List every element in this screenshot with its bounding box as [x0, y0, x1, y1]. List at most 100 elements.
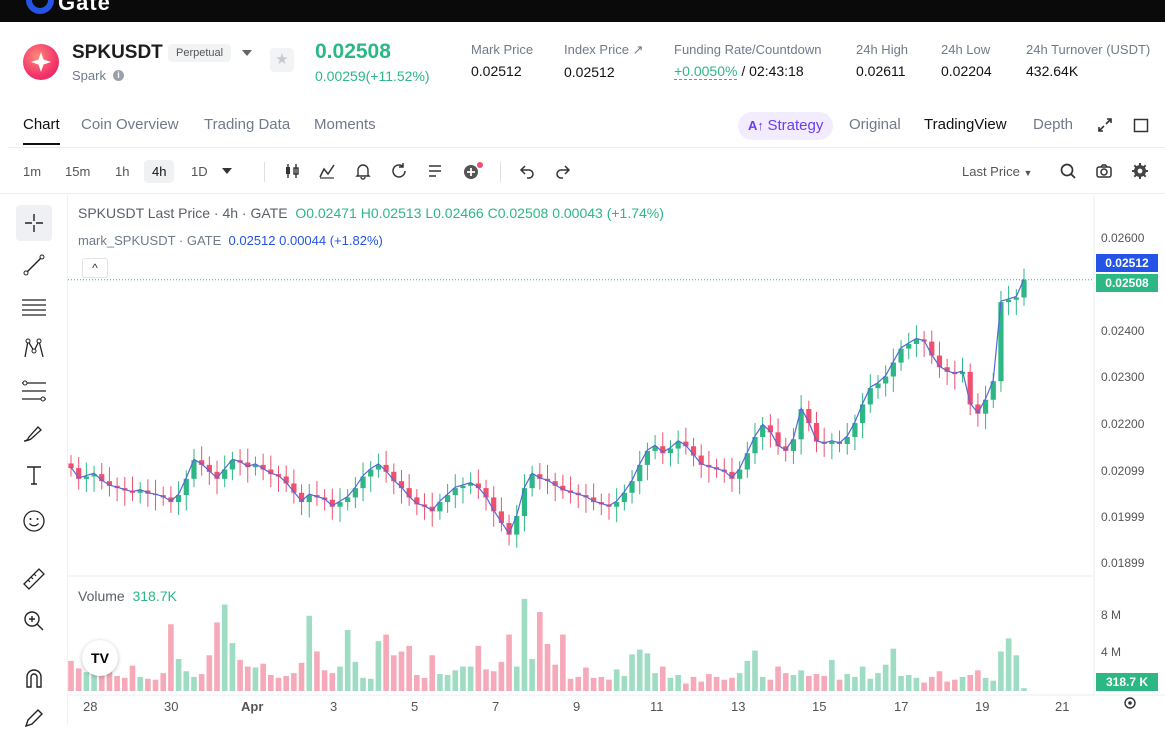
- trading-chart[interactable]: SPKUSDT Last Price · 4h · GATE O0.02471 …: [68, 195, 1165, 725]
- candle: [468, 483, 474, 486]
- candle: [637, 464, 643, 482]
- tab-tradingview[interactable]: TradingView: [924, 116, 1007, 133]
- candle: [667, 448, 674, 454]
- symbol-dropdown-icon[interactable]: [242, 50, 252, 56]
- volume-tag: 318.7 K: [1096, 673, 1158, 691]
- candle: [760, 425, 766, 437]
- volume-bar: [606, 679, 612, 691]
- symbol-title[interactable]: SPKUSDT: [72, 42, 163, 63]
- chart-settings-icon[interactable]: [1122, 695, 1138, 711]
- strategy-button[interactable]: A↑ Strategy: [738, 112, 834, 140]
- timeframe-1h[interactable]: 1h: [115, 164, 130, 179]
- candle: [429, 506, 435, 512]
- timeframe-dropdown-icon[interactable]: [220, 164, 234, 178]
- tab-moments[interactable]: Moments: [314, 116, 376, 133]
- volume-bar: [544, 644, 551, 691]
- favorite-star-icon[interactable]: ★: [270, 48, 294, 72]
- volume-bar: [613, 669, 620, 691]
- stat-label: 24h Low: [941, 42, 991, 57]
- magnet-icon: [26, 669, 42, 688]
- expand-icon[interactable]: [1097, 117, 1113, 133]
- tab-depth[interactable]: Depth: [1033, 116, 1074, 133]
- settings-gear-icon[interactable]: [1131, 162, 1149, 180]
- pencil-lock-icon: [24, 709, 43, 728]
- magnet-tool[interactable]: [16, 661, 52, 697]
- volume-bar: [537, 612, 543, 691]
- candle: [683, 441, 689, 447]
- volume-bar: [529, 659, 535, 691]
- stat-value: 0.02204: [941, 63, 992, 79]
- fib-tool[interactable]: [16, 373, 52, 409]
- candle: [629, 481, 635, 493]
- volume-bar: [575, 676, 582, 691]
- gate-logo-text[interactable]: Gate: [58, 0, 111, 15]
- zoom-tool[interactable]: [16, 603, 52, 639]
- candle: [175, 495, 182, 503]
- stat-label[interactable]: Funding Rate/Countdown: [674, 42, 822, 57]
- indicators-icon[interactable]: [318, 162, 336, 180]
- candle: [460, 485, 466, 489]
- gate-logo-icon[interactable]: [26, 0, 54, 14]
- timeframe-1m[interactable]: 1m: [23, 164, 42, 179]
- tab-chart[interactable]: Chart: [23, 116, 60, 145]
- price-type-select[interactable]: Last Price ▼: [962, 164, 1032, 179]
- collapse-legend-button[interactable]: ^: [82, 258, 108, 278]
- volume-bar: [736, 673, 743, 691]
- candle: [506, 523, 512, 535]
- brush-tool[interactable]: [16, 415, 52, 451]
- window-icon[interactable]: [1133, 117, 1149, 133]
- candle: [137, 490, 143, 493]
- candle: [191, 460, 197, 479]
- volume-bar: [352, 661, 359, 691]
- text-tool[interactable]: [16, 457, 52, 493]
- candlestick-chart-svg[interactable]: [68, 195, 1165, 725]
- horizontal-lines-tool[interactable]: [16, 289, 52, 325]
- measure-tool[interactable]: [16, 561, 52, 597]
- ruler-icon: [23, 568, 45, 590]
- alert-bell-icon[interactable]: [354, 162, 372, 180]
- timeframe-4h[interactable]: 4h: [144, 160, 175, 183]
- redo-icon[interactable]: [554, 162, 572, 180]
- volume-bar: [268, 675, 274, 691]
- lock-tool[interactable]: [16, 700, 52, 736]
- tradingview-logo[interactable]: TV: [82, 640, 118, 676]
- volume-bar: [767, 679, 774, 691]
- timeframe-1d[interactable]: 1D: [191, 164, 208, 179]
- candle: [483, 488, 489, 498]
- stat-label[interactable]: Index Price ↗: [564, 42, 644, 57]
- volume-bar: [168, 624, 174, 691]
- camera-icon[interactable]: [1095, 162, 1113, 180]
- pattern-tool[interactable]: [16, 331, 52, 367]
- search-icon[interactable]: [1059, 162, 1077, 180]
- candle: [283, 476, 289, 484]
- crosshair-tool[interactable]: [16, 205, 52, 241]
- candle: [982, 399, 989, 414]
- add-indicator-icon[interactable]: [462, 162, 484, 180]
- x-tick: 9: [573, 699, 581, 714]
- stat-label[interactable]: Mark Price: [471, 42, 534, 57]
- tab-coin-overview[interactable]: Coin Overview: [81, 116, 179, 133]
- volume-bar: [506, 634, 512, 691]
- timeframe-15m[interactable]: 15m: [65, 164, 91, 179]
- volume-bar: [867, 678, 874, 691]
- stat-24h-high: 24h High 0.02611: [856, 42, 908, 79]
- volume-bar: [644, 653, 651, 691]
- trend-line-tool[interactable]: [16, 247, 52, 283]
- replay-icon[interactable]: [390, 162, 408, 180]
- undo-icon[interactable]: [518, 162, 536, 180]
- vol-tick: 4 M: [1101, 645, 1122, 659]
- candle: [229, 460, 235, 470]
- chevron-up-icon: ^: [92, 261, 98, 275]
- template-icon[interactable]: [426, 162, 444, 180]
- tab-trading-data[interactable]: Trading Data: [204, 116, 291, 133]
- funding-rate-value[interactable]: +0.0050%: [674, 63, 738, 80]
- candle: [906, 343, 912, 349]
- volume-bar: [552, 664, 558, 691]
- candle-type-icon[interactable]: [283, 162, 301, 180]
- volume-bar: [429, 655, 436, 691]
- emoji-tool[interactable]: [16, 503, 52, 539]
- info-icon[interactable]: i: [113, 70, 124, 81]
- candle: [790, 439, 797, 451]
- tab-original[interactable]: Original: [849, 116, 901, 133]
- candle: [614, 502, 620, 507]
